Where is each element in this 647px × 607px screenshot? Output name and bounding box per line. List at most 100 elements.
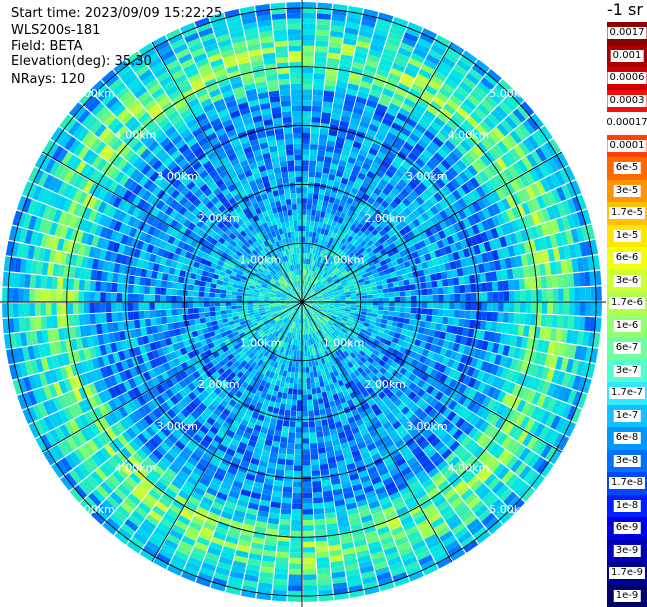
range-gate — [3, 334, 12, 349]
range-gate — [426, 447, 437, 459]
range-gate — [496, 213, 506, 225]
range-gate — [308, 310, 313, 315]
range-gate — [472, 264, 480, 274]
range-gate — [122, 311, 129, 321]
range-gate — [265, 331, 272, 337]
range-gate — [179, 398, 189, 408]
range-gate — [261, 368, 268, 375]
range-gate — [370, 236, 378, 244]
range-gate — [124, 443, 136, 456]
range-gate — [303, 568, 317, 575]
range-gate — [309, 309, 314, 315]
range-gate — [350, 169, 360, 178]
range-gate — [32, 389, 43, 404]
range-gate — [92, 335, 100, 347]
range-gate — [199, 477, 211, 487]
range-gate — [67, 351, 76, 365]
range-gate — [316, 551, 329, 558]
range-gate — [12, 379, 22, 395]
range-gate — [565, 358, 575, 373]
range-gate — [323, 90, 335, 98]
range-gate — [71, 433, 83, 448]
range-gate — [480, 361, 489, 372]
range-gate — [485, 362, 494, 374]
range-gate — [326, 355, 332, 362]
range-gate — [322, 308, 328, 312]
range-gate — [302, 514, 314, 521]
range-gate — [450, 497, 464, 509]
range-gate — [69, 451, 82, 466]
range-gate — [192, 433, 203, 444]
range-gate — [327, 291, 334, 295]
range-gate — [357, 554, 372, 564]
range-gate — [483, 73, 499, 87]
range-gate — [291, 514, 302, 521]
range-gate — [309, 149, 318, 156]
range-gate — [22, 392, 33, 408]
range-gate — [184, 367, 193, 377]
range-gate — [442, 227, 452, 238]
range-gate — [272, 485, 283, 492]
range-gate — [235, 504, 247, 513]
range-gate — [340, 352, 347, 360]
range-gate — [383, 370, 391, 379]
range-gate — [547, 302, 553, 315]
range-gate — [303, 280, 306, 286]
range-gate — [369, 545, 383, 555]
range-gate — [287, 393, 293, 400]
range-gate — [487, 164, 499, 177]
range-gate — [259, 310, 266, 314]
range-gate — [288, 332, 292, 339]
range-gate — [320, 123, 330, 130]
range-gate — [342, 284, 349, 289]
range-gate — [497, 280, 504, 291]
range-gate — [395, 411, 405, 421]
range-gate — [336, 315, 343, 320]
range-gate — [214, 344, 222, 352]
range-gate — [281, 375, 287, 382]
range-gate — [427, 295, 433, 302]
range-gate — [324, 266, 330, 273]
range-gate — [169, 351, 178, 360]
range-gate — [341, 149, 351, 157]
range-gate — [337, 431, 346, 439]
range-gate — [527, 471, 541, 487]
range-gate — [232, 315, 239, 321]
range-gate — [213, 531, 227, 541]
range-gate — [526, 253, 534, 266]
range-gate — [283, 387, 289, 394]
range-gate — [446, 119, 459, 132]
range-gate — [460, 140, 472, 152]
range-gate — [300, 307, 302, 313]
range-gate — [224, 349, 232, 357]
range-gate — [204, 307, 210, 313]
range-gate — [315, 166, 323, 173]
range-gate — [288, 426, 296, 433]
range-gate — [379, 367, 387, 375]
range-gate — [350, 478, 361, 487]
range-gate — [420, 134, 432, 145]
range-gate — [362, 110, 374, 119]
range-gate — [209, 391, 219, 400]
range-gate — [303, 285, 306, 292]
range-gate — [127, 514, 142, 528]
range-gate — [203, 491, 216, 502]
range-gate — [272, 314, 279, 319]
range-gate — [377, 204, 386, 213]
range-gate — [327, 366, 334, 374]
range-gate — [359, 24, 375, 33]
range-gate — [266, 358, 273, 366]
range-gate — [102, 521, 117, 536]
range-gate — [302, 18, 316, 25]
range-gate — [295, 432, 302, 439]
range-gate — [519, 415, 531, 430]
range-gate — [443, 103, 456, 115]
range-gate — [298, 367, 302, 373]
range-gate — [251, 429, 260, 437]
range-gate — [391, 160, 401, 170]
range-gate — [238, 494, 250, 503]
range-gate — [553, 342, 561, 356]
range-gate — [412, 465, 424, 476]
range-gate — [162, 323, 169, 332]
range-gate — [371, 329, 379, 335]
